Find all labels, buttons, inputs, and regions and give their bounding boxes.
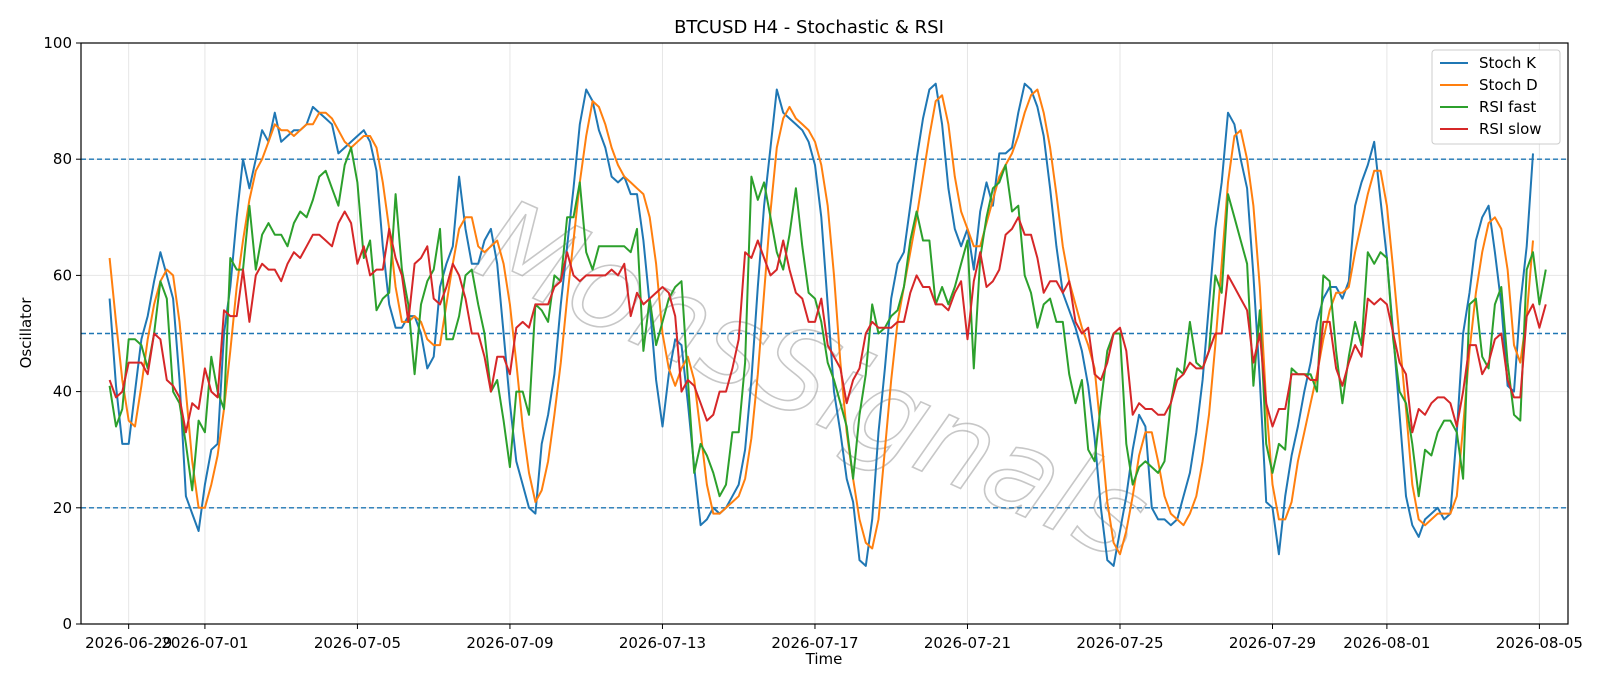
plot-frame	[80, 42, 1569, 625]
y-tick-label: 20	[53, 499, 72, 517]
y-tick-label: 60	[53, 266, 72, 284]
legend-label-rsi-slow: RSI slow	[1479, 120, 1542, 138]
legend-box	[1431, 49, 1561, 145]
x-axis-title: Time	[805, 650, 843, 668]
x-tick-label: 2026-08-05	[1496, 634, 1583, 652]
x-tick-label: 2026-08-01	[1343, 634, 1430, 652]
series-layer	[108, 82, 1547, 567]
y-tick-label: 80	[53, 150, 72, 168]
y-tick-label: 100	[43, 34, 72, 52]
chart-title: BTCUSD H4 - Stochastic & RSI	[674, 17, 944, 38]
y-axis-title: Oscillator	[17, 297, 35, 369]
y-tick-label: 0	[62, 615, 72, 633]
series-line-stoch-d	[108, 88, 1534, 556]
y-tick-label: 40	[53, 383, 72, 401]
y-axis: 0 20 40 60 80 100	[43, 34, 81, 633]
legend: Stoch K Stoch D RSI fast RSI slow	[1431, 49, 1561, 145]
x-tick-label: 2026-07-17	[771, 634, 858, 652]
x-tick-label: 2026-07-13	[619, 634, 706, 652]
legend-label-stoch-d: Stoch D	[1479, 76, 1538, 94]
x-tick-label: 2026-07-25	[1076, 634, 1163, 652]
x-tick-label: 2026-07-09	[466, 634, 553, 652]
legend-label-stoch-k: Stoch K	[1479, 54, 1537, 72]
series-line-rsi-fast	[108, 146, 1547, 498]
series-line-stoch-k	[108, 82, 1534, 567]
x-tick-label: 2026-07-05	[314, 634, 401, 652]
series-line-rsi-slow	[108, 210, 1547, 434]
x-tick-label: 2026-06-29	[85, 634, 172, 652]
x-tick-label: 2026-07-29	[1229, 634, 1316, 652]
legend-label-rsi-fast: RSI fast	[1479, 98, 1536, 116]
x-tick-label: 2026-07-21	[924, 634, 1011, 652]
x-tick-label: 2026-07-01	[161, 634, 248, 652]
